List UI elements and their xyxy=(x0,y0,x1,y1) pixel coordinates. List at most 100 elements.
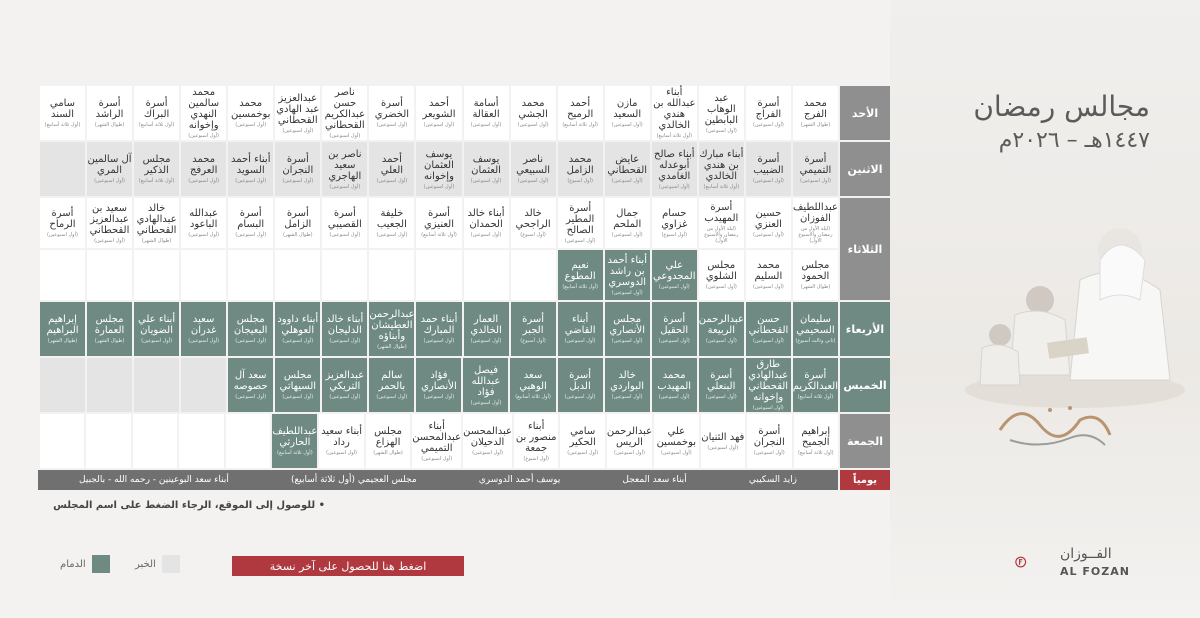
majlis-cell[interactable]: محمد العرفج (أول اسبوعين) xyxy=(181,142,227,196)
majlis-cell[interactable]: أسرة البنعلي (أول اسبوعين) xyxy=(698,358,744,412)
majlis-cell[interactable]: عبداللطيف الفوزان (ليلة الأول من رمضان وا… xyxy=(792,198,838,248)
majlis-cell[interactable]: محمد السليم (أول اسبوعين) xyxy=(745,250,791,300)
majlis-cell[interactable]: أحمد الرميح (أول ثلاثة أسابيع) xyxy=(557,86,603,140)
majlis-cell[interactable]: آل سالمين المري (أول اسبوعين) xyxy=(87,142,133,196)
majlis-cell[interactable]: أسرة المهيدب (ليلة الأول من رمضان والأسبو… xyxy=(698,198,744,248)
majlis-cell[interactable]: أسرة البسام (أول اسبوعين) xyxy=(228,198,274,248)
majlis-cell[interactable]: يوسف العثمان (أول اسبوعين) xyxy=(463,142,509,196)
majlis-cell[interactable]: محمد الفرج (طوال الشهر) xyxy=(792,86,838,140)
majlis-cell[interactable]: طارق عبدالهادي القحطاني وإخوانه (أول اسبو… xyxy=(745,358,791,412)
majlis-cell[interactable]: خليفة الجعيب (أول اسبوعين) xyxy=(369,198,415,248)
majlis-cell[interactable]: نعيم المطوع (أول ثلاثة أسابيع) xyxy=(557,250,603,300)
majlis-cell[interactable]: عبدالرحمن الربيعة (أول اسبوعين) xyxy=(698,302,744,356)
majlis-cell[interactable]: أسرة الرماح (أول اسبوعين) xyxy=(39,198,85,248)
majlis-cell[interactable]: أسرة الزامل (طوال الشهر) xyxy=(275,198,321,248)
majlis-cell[interactable]: إبراهيم البراهيم (طوال الشهر) xyxy=(39,302,86,356)
majlis-cell[interactable]: أبناء داوود العوهلي (أول اسبوعين) xyxy=(275,302,321,356)
majlis-cell[interactable]: إبراهيم الجميح (أول ثلاثة أسابيع) xyxy=(793,414,838,468)
majlis-cell[interactable]: محمد الزامل (أول اسبوع) xyxy=(557,142,603,196)
majlis-cell[interactable]: سعيد بن عبدالعزيز القحطاني (أول اسبوعين) xyxy=(87,198,133,248)
daily-item[interactable]: زايد السكيبي xyxy=(748,475,797,485)
majlis-cell[interactable]: عبداللطيف الحارثي (أول ثلاثة أسابيع) xyxy=(272,414,318,468)
majlis-cell[interactable]: أبناء خالد الدليجان (أول اسبوعين) xyxy=(322,302,368,356)
majlis-cell[interactable]: عبدالله الباعود (أول اسبوعين) xyxy=(181,198,227,248)
majlis-cell[interactable]: حسين العنزي (أول اسبوعين) xyxy=(745,198,791,248)
majlis-cell[interactable]: أبناء أحمد السويد (أول اسبوعين) xyxy=(228,142,274,196)
majlis-cell[interactable]: مجلس العمارة (طوال الشهر) xyxy=(87,302,133,356)
majlis-cell[interactable]: سعد الوهبي (أول ثلاثة أسابيع) xyxy=(510,358,556,412)
majlis-cell[interactable]: أبناء حمد المبارك (أول اسبوعين) xyxy=(416,302,462,356)
majlis-cell[interactable]: أبناء سعيد رداد (أول اسبوعين) xyxy=(319,414,364,468)
majlis-cell[interactable]: أسرة الفراج (أول اسبوعين) xyxy=(745,86,791,140)
majlis-cell[interactable]: ناصر حسن عبدالكريم القحطاني (أول اسبوعين) xyxy=(322,86,368,140)
majlis-cell[interactable]: أبناء منصور بن جمعة (أول اسبوع) xyxy=(513,414,559,468)
majlis-cell[interactable]: أسرة العبدالكريم (أول ثلاثة أسابيع) xyxy=(792,358,838,412)
majlis-cell[interactable]: أسرة الخضري (أول اسبوعين) xyxy=(369,86,415,140)
majlis-cell[interactable]: خالد البواردي (أول اسبوعين) xyxy=(604,358,650,412)
majlis-cell[interactable]: سامي السند (أول ثلاثة أسابيع) xyxy=(39,86,85,140)
majlis-cell[interactable]: عبدالعزيز عبد الهادي القحطاني (أول اسبوعي… xyxy=(275,86,321,140)
majlis-cell[interactable]: أسرة البراك (أول ثلاثة أسابيع) xyxy=(134,86,180,140)
majlis-cell[interactable]: عبدالمحسن الدحيلان (أول اسبوعين) xyxy=(463,414,512,468)
majlis-cell[interactable]: أسرة القصيبي (أول اسبوعين) xyxy=(322,198,368,248)
majlis-cell[interactable]: أسرة الراشد (طوال الشهر) xyxy=(87,86,133,140)
majlis-cell[interactable]: حسام غزاوي (أول اسبوع) xyxy=(651,198,697,248)
majlis-cell[interactable]: ناصر السبيعي (أول اسبوعين) xyxy=(510,142,556,196)
majlis-cell[interactable]: محمد سالمين النهدي وإخوانه (أول اسبوعين) xyxy=(181,86,227,140)
majlis-cell[interactable]: العمار الخالدي (أول اسبوعين) xyxy=(463,302,509,356)
majlis-cell[interactable]: مازن السعيد (أول اسبوعين) xyxy=(604,86,650,140)
majlis-cell[interactable]: فيصل عبدالله فؤاد (أول اسبوعين) xyxy=(463,358,509,412)
majlis-cell[interactable]: أسرة التميمي (أول اسبوعين) xyxy=(792,142,838,196)
daily-item[interactable]: مجلس العجيمي (أول ثلاثة أسابيع) xyxy=(290,475,417,485)
majlis-cell[interactable]: أسرة العنيزي (أول ثلاثة أسابيع) xyxy=(416,198,462,248)
majlis-cell[interactable]: فؤاد الأنصاري (أول اسبوعين) xyxy=(416,358,462,412)
majlis-cell[interactable]: مجلس الشلوي (أول اسبوعين) xyxy=(698,250,744,300)
majlis-cell[interactable]: مجلس الحمود (طوال الشهر) xyxy=(792,250,838,300)
majlis-cell[interactable]: سامي الحكير (أول اسبوعين) xyxy=(560,414,605,468)
majlis-cell[interactable]: ناصر بن سعيد الهاجري (أول اسبوعين) xyxy=(322,142,368,196)
majlis-cell[interactable]: أسرة النجران (أول اسبوعين) xyxy=(747,414,792,468)
majlis-cell[interactable]: عايض القحطاني (أول اسبوعين) xyxy=(604,142,650,196)
majlis-cell[interactable]: أسرة الدبل (أول اسبوعين) xyxy=(557,358,603,412)
majlis-cell[interactable]: أسرة المطير الصالح (أول اسبوعين) xyxy=(557,198,603,248)
majlis-cell[interactable]: أسامة العقالة (أول اسبوعين) xyxy=(463,86,509,140)
majlis-cell[interactable]: سعد آل حصوصه (أول اسبوعين) xyxy=(228,358,274,412)
majlis-cell[interactable]: خالد الراجحي (أول اسبوع) xyxy=(510,198,556,248)
majlis-cell[interactable]: علي المجدوعي (أول اسبوعين) xyxy=(651,250,697,300)
majlis-cell[interactable]: أبناء عبدالله بن هندي الخالدي (أول ثلاثة … xyxy=(651,86,697,140)
majlis-cell[interactable]: محمد الجشي (أول اسبوعين) xyxy=(510,86,556,140)
majlis-cell[interactable]: أحمد الشويعر (أول اسبوعين) xyxy=(416,86,462,140)
majlis-cell[interactable]: أسرة الحقيل (أول اسبوعين) xyxy=(651,302,697,356)
majlis-cell[interactable]: أبناء القاضي (أول اسبوعين) xyxy=(557,302,603,356)
majlis-cell[interactable]: جمال الملحم (أول اسبوعين) xyxy=(604,198,650,248)
majlis-cell[interactable]: أبناء علي الضويان (أول اسبوعين) xyxy=(134,302,180,356)
majlis-cell[interactable]: أبناء أحمد بن راشد الدوسري (أول اسبوعين) xyxy=(604,250,650,300)
majlis-cell[interactable]: سالم بالحمر (أول اسبوعين) xyxy=(369,358,415,412)
majlis-cell[interactable]: مجلس الهزاع (طوال الشهر) xyxy=(365,414,411,468)
majlis-cell[interactable]: عبدالرحمن العطيشان وأبناؤه (طوال الشهر) xyxy=(369,302,415,356)
majlis-cell[interactable]: أبناء صالح أبوعدله الغامدي (أول اسبوعين) xyxy=(651,142,697,196)
daily-item[interactable]: أبناء سعد البوعينين - رحمه الله - بالجبي… xyxy=(79,475,229,485)
majlis-cell[interactable]: خالد عبدالهادي القحطاني (طوال الشهر) xyxy=(134,198,180,248)
majlis-cell[interactable]: أبناء خالد الحمدان (أول اسبوعين) xyxy=(463,198,509,248)
majlis-cell[interactable]: مجلس البعيجان (أول اسبوعين) xyxy=(228,302,274,356)
majlis-cell[interactable]: عبدالرحمن الريس (أول اسبوعين) xyxy=(606,414,653,468)
majlis-cell[interactable]: عبد الوهاب البابطين (أول اسبوعين) xyxy=(698,86,744,140)
majlis-cell[interactable]: مجلس الأنصاري (أول اسبوعين) xyxy=(604,302,650,356)
majlis-cell[interactable]: مجلس السيهاتي (أول اسبوعين) xyxy=(275,358,321,412)
daily-item[interactable]: أبناء سعد المعجل xyxy=(622,475,687,485)
majlis-cell[interactable]: محمد المهيدب (أول اسبوعين) xyxy=(651,358,697,412)
majlis-cell[interactable]: مجلس الذكير (أول ثلاثة أسابيع) xyxy=(134,142,180,196)
majlis-cell[interactable]: عبدالعزيز التريكي (أول اسبوعين) xyxy=(322,358,368,412)
majlis-cell[interactable]: أسرة النجران (أول اسبوعين) xyxy=(275,142,321,196)
daily-item[interactable]: يوسف أحمد الدوسري xyxy=(478,475,561,485)
majlis-cell[interactable]: يوسف العثمان وإخوانه (أول اسبوعين) xyxy=(416,142,462,196)
majlis-cell[interactable]: حسن القحطاني (أول اسبوعين) xyxy=(745,302,791,356)
majlis-cell[interactable]: أحمد العلي (أول اسبوعين) xyxy=(369,142,415,196)
latest-version-button[interactable]: اضغط هنا للحصول على آخر نسخة xyxy=(232,556,464,576)
majlis-cell[interactable]: سليمان السحيمي (ثاني وثالث أسبوع) xyxy=(792,302,838,356)
majlis-cell[interactable]: أبناء مبارك بن هندي الخالدي (أول ثلاثة أس… xyxy=(698,142,744,196)
majlis-cell[interactable]: محمد بوخمسين (أول اسبوعين) xyxy=(228,86,274,140)
majlis-cell[interactable]: أسرة الجبر (أول أسبوع) xyxy=(510,302,556,356)
majlis-cell[interactable]: فهد الثنيان (أول اسبوعين) xyxy=(700,414,746,468)
